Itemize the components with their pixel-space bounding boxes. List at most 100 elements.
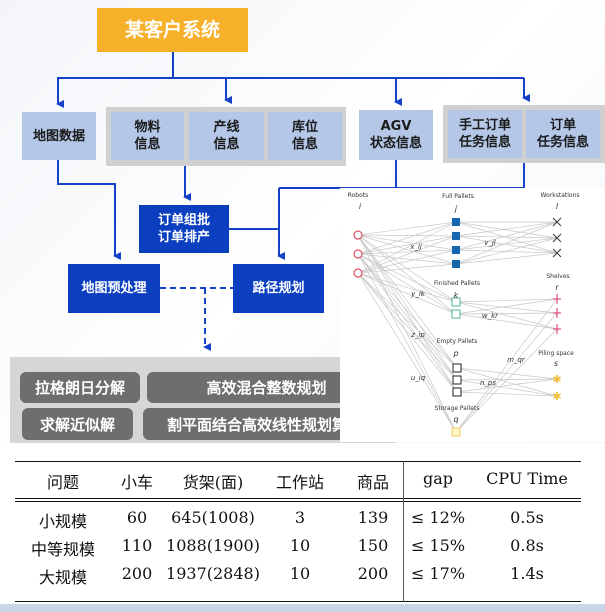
edge-label-w: w_kr [482,312,499,320]
finished-pallet-node [451,309,461,319]
group-label-full_pallets: Full Pallets [442,193,474,200]
edge-line [357,272,457,303]
edge-line [455,301,558,330]
production-line-info-box: 产线 信息 [189,112,264,160]
workstation-node [552,233,562,243]
table-cell: 1088(1900) [166,536,260,555]
table-cell: 60 [126,508,148,527]
edge-line [455,298,558,303]
edge-line [455,312,558,315]
edge-line [455,312,558,433]
robot-node [353,268,363,278]
shelf-node [553,324,561,334]
table-header-cell: 货架(面) [182,473,244,492]
edge-label-v: v_jl [484,239,496,247]
edge-line [456,391,558,397]
edge-line [455,298,558,315]
edge-line [455,252,558,265]
edge-line [357,234,458,393]
edge-line [357,234,457,237]
edge-line [455,221,558,237]
material-info-box: 物料 信息 [111,112,184,160]
group-label-empty_pallets: Empty Pallets [437,338,478,345]
edge-line [357,253,457,433]
edge-line [455,328,558,433]
group-index-finished_pallets: k [454,291,459,300]
edge-line [357,253,458,369]
edge-line [357,272,458,393]
edge-line [455,298,558,433]
edge-line [357,234,457,315]
edge-line [455,221,558,251]
group-index-robots: i [359,202,362,211]
edge-line [456,378,558,393]
edge-line [357,249,457,255]
edge-line [357,234,457,433]
bottom-strip [0,604,605,612]
storage-pallet-node [451,427,461,437]
path-planning-box: 路径规划 [233,264,324,313]
arrow-map-to-preprocess [57,160,121,260]
table-header-cell: 工作站 [275,473,325,492]
table-cell: 110 [121,536,153,555]
table-cell: ≤ 17% [410,564,466,583]
edge-line [357,253,458,393]
table-cell: 139 [357,508,389,527]
group-index-shelves: r [555,283,559,292]
table-cell: 200 [357,564,389,583]
edge-line [357,235,457,255]
group-label-robots: Robots [348,192,369,199]
full-pallet-node [452,218,460,226]
edge-line [455,249,558,254]
table-cell: 645(1008) [171,508,255,527]
edge-line [456,379,558,397]
edge-line [357,272,457,315]
shelf-node [553,294,561,304]
edge-line [357,235,457,274]
edge-line [357,234,457,251]
system-title: 某客户系统 [97,8,248,52]
order-batching-box: 订单组批 订单排产 [139,205,229,253]
map-preprocess-box: 地图预处理 [68,264,160,313]
method-approximate: 求解近似解 [22,408,133,440]
edge-line [357,272,458,381]
table-cell: ≤ 12% [410,508,466,527]
shelf-node [553,308,561,318]
table-cell: 小规模 [38,512,88,531]
table-cell: ≤ 15% [410,536,466,555]
edge-line [357,234,458,381]
edge-label-m: m_qr [507,356,526,364]
edge-label-z: z_ip [410,331,425,339]
edge-line [455,235,558,254]
table-header-cell: CPU Time [486,469,568,488]
group-label-workstations: Workstations [541,192,580,199]
edge-line [357,272,458,369]
group-index-empty_pallets: p [452,349,458,358]
method-lagrangian: 拉格朗日分解 [20,372,140,403]
workstation-node [552,248,562,258]
full-pallet-node [452,246,460,254]
edge-line [357,253,457,265]
edge-line [455,237,558,265]
table-cell: 1937(2848) [166,564,260,583]
table-cell: 大规模 [38,568,88,587]
arrow-to-map-data [56,77,173,108]
finished-pallet-node [451,297,461,307]
map-data-box: 地图数据 [22,112,96,160]
table-header-cell: 商品 [356,473,390,492]
edge-line [456,367,558,380]
table-cell: 10 [289,564,311,583]
table-cell: 3 [294,508,306,527]
results-table-bg [0,443,605,612]
manual-order-box: 手工订单 任务信息 [448,110,522,158]
empty-pallet-node [452,363,462,373]
edge-line [455,221,558,239]
table-cell: 200 [121,564,153,583]
edge-line [357,253,457,315]
piling-node: ✱ [552,390,561,403]
group-index-piling_space: s [554,359,558,368]
edge-label-y: y_ik [410,290,426,298]
edge-line [357,249,457,274]
table-cell: 150 [357,536,389,555]
